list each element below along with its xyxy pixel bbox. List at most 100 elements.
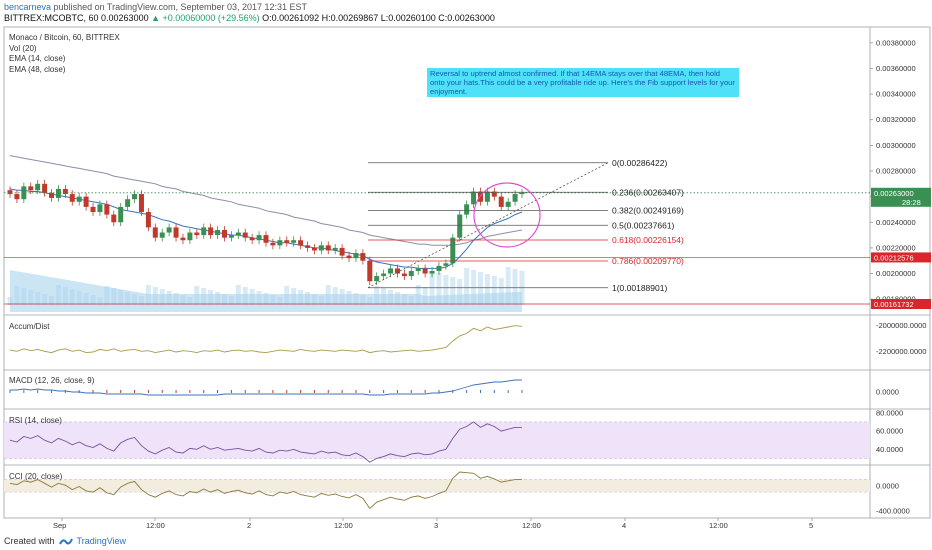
tradingview-link[interactable]: TradingView	[76, 536, 127, 546]
price-tick-label: 0.00240000	[876, 218, 916, 227]
ema14-label: EMA (14, close)	[9, 54, 66, 63]
candle-body	[138, 194, 144, 213]
chart-frame	[3, 26, 931, 519]
fib-level-label: 0.786(0.00209770)	[612, 256, 684, 266]
candle-body	[55, 188, 61, 198]
publish-info: published on TradingView.com, September …	[51, 2, 308, 12]
candle-body	[284, 240, 290, 243]
candle-body	[505, 201, 511, 207]
last-price-box	[871, 187, 931, 207]
rsi-tick-label: 60.0000	[876, 427, 903, 436]
candle-body	[270, 242, 276, 246]
candle-body	[14, 194, 20, 200]
fib-level-label: 0.618(0.00226154)	[612, 235, 684, 245]
macd-label: MACD (12, 26, close, 9)	[9, 376, 95, 385]
volume-bar	[477, 272, 483, 305]
candle-body	[457, 214, 463, 238]
candle-body	[49, 192, 55, 198]
accum-line	[9, 325, 523, 354]
candle-body	[484, 191, 490, 202]
candle-body	[436, 265, 442, 271]
last-price: 0.00263000	[101, 13, 149, 23]
candle-body	[401, 273, 407, 277]
candle-body	[360, 253, 366, 261]
time-tick-label: 12:00	[334, 521, 353, 530]
annotation-note[interactable]: Reversal to uptrend almost confirmed. If…	[427, 68, 739, 97]
rsi-line	[9, 421, 522, 463]
candle-body	[62, 188, 68, 195]
volume-ma-area	[10, 270, 522, 312]
candle-body	[194, 232, 200, 236]
candle-body	[28, 186, 34, 191]
candle-body	[332, 247, 338, 251]
fib-level-label: 1(0.00188901)	[612, 283, 667, 293]
candle-body	[256, 235, 262, 241]
time-tick-label: 12:00	[709, 521, 728, 530]
candle-body	[201, 227, 207, 236]
candle-body	[235, 232, 241, 236]
candle-body	[21, 186, 27, 200]
time-tick-label: 4	[622, 521, 626, 530]
author-link[interactable]: bencarneva	[4, 2, 52, 12]
candle-body	[118, 206, 124, 223]
volume-bar	[457, 279, 463, 305]
candle-body	[346, 255, 352, 259]
candle-body	[291, 240, 297, 243]
candle-body	[125, 199, 131, 207]
candle-body	[97, 204, 103, 213]
candle-body	[305, 245, 311, 248]
candle-body	[242, 232, 248, 238]
candle-body	[450, 237, 456, 264]
time-tick-label: Sep	[53, 521, 66, 530]
macd-line	[10, 379, 522, 396]
candle-body	[90, 206, 96, 213]
accum-tick-label: -2000000.0000	[876, 321, 926, 330]
candle-body	[443, 263, 449, 266]
candle-body	[215, 229, 221, 236]
main-legend: Monaco / Bitcoin, 60, BITTREX Vol (20) E…	[9, 33, 120, 75]
candle-body	[187, 232, 193, 241]
volume-bar	[512, 269, 518, 305]
ema48-line	[9, 155, 523, 246]
last-price-label: 0.00263000	[874, 189, 914, 198]
price-tick-label: 0.00200000	[876, 269, 916, 278]
candle-body	[180, 237, 186, 241]
candle-body	[221, 229, 227, 238]
candle-body	[173, 227, 179, 238]
candle-body	[318, 245, 324, 251]
fib-level-label: 0.382(0.00249169)	[612, 206, 684, 216]
rsi-tick-label: 40.0000	[876, 445, 903, 454]
candle-body	[367, 260, 373, 282]
candle-body	[69, 194, 75, 202]
fib-level-label: 0.5(0.00237661)	[612, 220, 675, 230]
candle-body	[388, 268, 394, 274]
symbol-line: BITTREX:MCOBTC, 60 0.00263000 ▲ +0.00060…	[4, 13, 495, 23]
price-change: ▲ +0.00060000 (+29.56%)	[151, 13, 260, 23]
time-tick-label: 12:00	[522, 521, 541, 530]
price-label-box	[871, 299, 931, 309]
highlight-circle	[473, 182, 541, 248]
price-tick-label: 0.00220000	[876, 243, 916, 252]
created-with-label: Created with	[4, 536, 55, 546]
candle-body	[111, 214, 117, 223]
candle-body	[152, 227, 158, 238]
fib-level-label: 0(0.00286422)	[612, 158, 667, 168]
candle-body	[83, 196, 89, 207]
vol-label: Vol (20)	[9, 43, 37, 53]
price-tick-label: 0.00340000	[876, 90, 916, 99]
candle-body	[491, 191, 497, 197]
time-tick-label: 5	[809, 521, 813, 530]
price-label-text: 0.00161732	[874, 300, 914, 309]
cci-label: CCI (20, close)	[9, 472, 63, 481]
candle-body	[42, 183, 48, 193]
fib-trend-line	[367, 162, 609, 289]
price-tick-label: 0.00280000	[876, 167, 916, 176]
footer: Created with TradingView	[4, 536, 126, 546]
volume-bar	[436, 273, 442, 305]
ema48-label: EMA (48, close)	[9, 64, 66, 74]
candle-body	[429, 270, 435, 274]
fib-level-label: 0.236(0.00263407)	[612, 187, 684, 197]
cci-band	[4, 479, 870, 493]
countdown-label: 28:28	[902, 198, 921, 207]
